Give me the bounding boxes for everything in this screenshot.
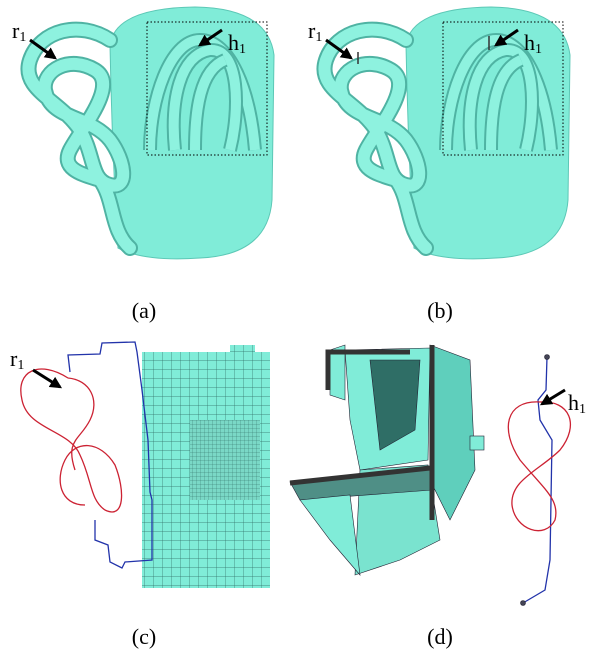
panel-c-art — [21, 342, 270, 588]
caption: (b) — [427, 298, 453, 323]
label: h1 — [568, 390, 586, 417]
figure: r1 h1 r1 h1 r1 h1 (a) (b) (c) (d) — [0, 0, 594, 652]
arrow — [542, 390, 565, 404]
label: r1 — [10, 346, 24, 373]
panel-d-art — [290, 345, 570, 606]
grid-block — [190, 420, 260, 500]
label: r1 — [12, 18, 26, 45]
arrow — [33, 370, 60, 387]
block — [430, 345, 475, 520]
endpoint — [545, 355, 550, 360]
red-loop — [508, 402, 570, 531]
red-loop — [21, 369, 122, 512]
endpoint — [521, 601, 526, 606]
block — [300, 495, 360, 575]
block — [470, 436, 484, 450]
caption: (d) — [427, 624, 453, 649]
caption: (c) — [132, 624, 156, 649]
label: r1 — [308, 18, 322, 45]
caption: (a) — [132, 298, 156, 323]
grid-block — [230, 345, 255, 365]
